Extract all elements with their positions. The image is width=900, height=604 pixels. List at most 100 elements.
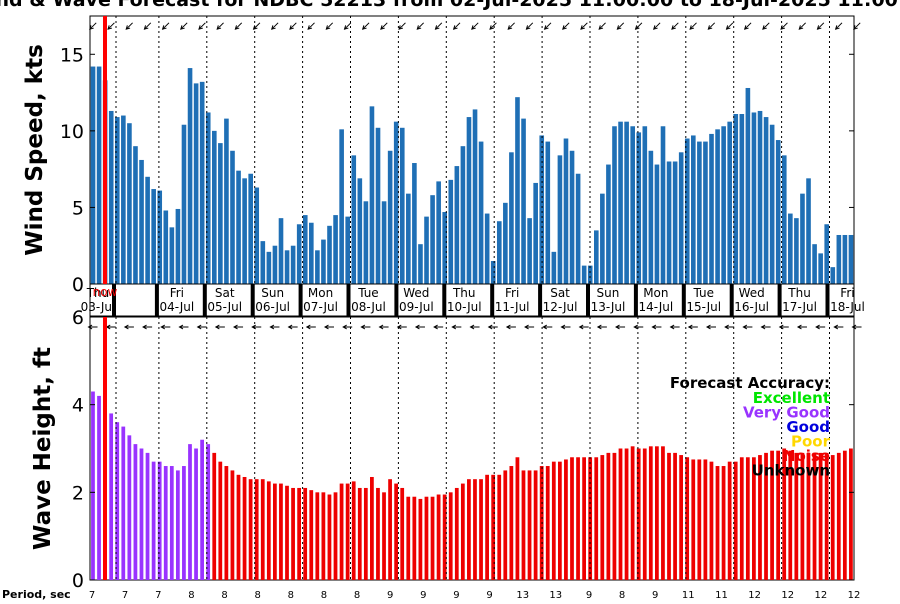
wave-bar (333, 492, 338, 580)
wind-bar (242, 178, 247, 284)
wave-bar (564, 459, 568, 580)
wave-bar (782, 448, 787, 580)
wave-bar (570, 457, 574, 580)
wave-bar (606, 452, 611, 580)
period-value: 8 (619, 590, 625, 600)
wave-bar (151, 461, 156, 580)
wind-direction-arrow-head (234, 25, 240, 30)
day-date-label: 07-Jul (303, 300, 338, 314)
wave-bar (715, 466, 720, 580)
wave-direction-arrow (123, 324, 134, 330)
wind-direction-arrow (525, 22, 534, 30)
wind-bar (278, 218, 284, 284)
wave-bar (412, 496, 417, 580)
wave-direction-arrow-head (269, 324, 275, 330)
wind-bar (454, 166, 460, 284)
wave-bar (370, 476, 374, 580)
wave-direction-arrow-head (142, 324, 147, 330)
day-name-label: Sat (215, 286, 235, 300)
wave-bar (448, 492, 453, 580)
wind-direction-arrow-head (853, 25, 858, 30)
wave-direction-arrow-head (178, 324, 184, 330)
legend-title: Forecast Accuracy: (670, 374, 830, 392)
wave-bar (788, 450, 793, 580)
wind-direction-arrow-shaft (398, 22, 406, 30)
period-value: 12 (815, 590, 828, 600)
wind-bar (660, 126, 666, 284)
period-value: 11 (715, 590, 728, 600)
wave-bar (752, 457, 756, 580)
wave-bar (521, 470, 526, 580)
wind-bar (157, 190, 163, 284)
wave-direction-arrow (560, 324, 571, 330)
wind-bar (315, 250, 320, 284)
legend-entry: Very Good (743, 404, 830, 422)
period-value: 7 (155, 590, 161, 600)
wind-direction-arrow (834, 22, 843, 30)
wind-bar (175, 208, 181, 284)
period-value: 7 (122, 590, 128, 600)
wave-bar (794, 452, 799, 580)
period-value: 8 (255, 590, 261, 600)
day-band-divider (112, 284, 116, 316)
wind-direction-arrow-shaft (544, 22, 552, 30)
period-value: 9 (586, 590, 592, 600)
day-date-label: 10-Jul (447, 300, 482, 314)
wave-direction-arrow-head (251, 324, 256, 330)
wind-bar (812, 244, 817, 284)
day-band-frame (89, 283, 855, 317)
wave-bar (679, 455, 684, 580)
wave-direction-arrow (760, 324, 771, 330)
wind-direction-arrow-shaft (817, 22, 825, 30)
wave-direction-arrow (178, 324, 189, 330)
day-date-label: 15-Jul (686, 300, 721, 314)
wave-bar (436, 494, 441, 580)
day-name-label: Sun (261, 286, 284, 300)
wind-direction-arrow (816, 22, 825, 30)
wind-bar (739, 114, 745, 284)
wind-axis-label: Wind Speed, kts (22, 44, 48, 256)
wind-direction-arrow-head (562, 25, 567, 30)
wind-direction-arrow-head (725, 25, 731, 30)
wind-direction-arrow-head (489, 25, 495, 30)
wave-bar (273, 483, 277, 580)
wind-direction-arrow-shaft (635, 22, 643, 30)
wind-direction-arrow-shaft (416, 22, 424, 30)
wind-bar (96, 66, 102, 284)
wind-bar (691, 135, 696, 284)
wind-direction-arrow-head (653, 25, 658, 30)
wave-bar (175, 470, 180, 580)
wind-bar (302, 215, 308, 284)
wave-bar (145, 452, 150, 580)
wind-bar (684, 138, 690, 284)
wind-bar (606, 164, 611, 284)
wind-bar (496, 221, 502, 284)
wind-direction-arrow-shaft (435, 22, 443, 30)
now-label: now (93, 285, 118, 299)
wind-bar (781, 155, 787, 284)
wind-bar (121, 115, 126, 284)
wind-direction-arrow-head (434, 25, 440, 30)
wind-bar (563, 138, 569, 284)
period-row: Period, sec 7 7 7 8 8 8 8 8 8 9 9 9 9 13 13 9 8 9 11 11 12 12 1… (2, 588, 860, 601)
day-band-divider (394, 284, 399, 316)
wave-bar (642, 448, 647, 580)
wind-bar (666, 161, 672, 284)
wave-bar (327, 494, 332, 580)
wind-bar (108, 110, 114, 284)
wind-bar (775, 140, 781, 284)
wind-direction-arrow-head (198, 25, 203, 30)
wind-bar (169, 227, 175, 284)
wave-bar (624, 448, 629, 580)
wind-direction-arrow-head (398, 25, 404, 30)
wind-direction-arrow (634, 22, 643, 30)
wind-bar (539, 135, 545, 284)
wind-bar (272, 245, 278, 284)
wave-bar (824, 452, 829, 580)
wind-bar (515, 97, 520, 284)
wind-direction-arrow (89, 22, 97, 30)
wind-direction-arrow-shaft (671, 22, 679, 30)
wind-direction-arrow-head (543, 25, 549, 30)
wind-bar (830, 267, 836, 284)
wind-bar (600, 193, 605, 284)
